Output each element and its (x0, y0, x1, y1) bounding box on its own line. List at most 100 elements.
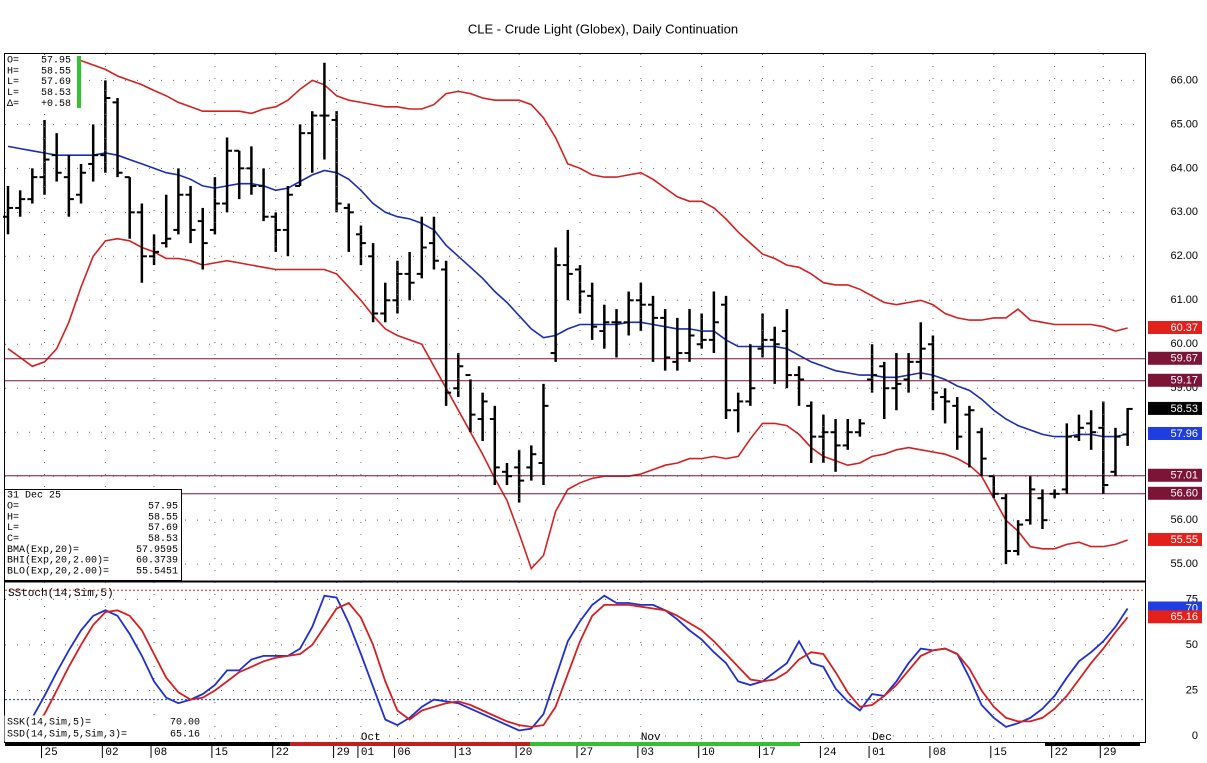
info-value: 65.16 (170, 730, 200, 741)
x-tick-label: 03 (641, 747, 654, 759)
quote-box (5, 55, 76, 109)
y-tick-label: 64.00 (1170, 162, 1198, 174)
price-label: 57.96 (1170, 428, 1198, 440)
info-value: 58.53 (148, 534, 178, 545)
price-label: 56.60 (1170, 488, 1198, 500)
info-label: H= (7, 512, 19, 523)
x-tick-label: 15 (215, 747, 228, 759)
x-tick-label: 22 (276, 747, 289, 759)
info-value: 57.95 (148, 502, 178, 513)
x-tick-label: 20 (519, 747, 532, 759)
info-date: 31 Dec 25 (7, 491, 61, 502)
quote-value: 57.69 (41, 77, 71, 88)
y-tick-label: 66.00 (1170, 74, 1198, 86)
overlay-line (80, 59, 1128, 332)
quote-label: L= (7, 77, 19, 88)
x-tick-label: 25 (45, 747, 58, 759)
y-tick-label: 65.00 (1170, 118, 1198, 130)
month-label: Nov (641, 732, 661, 744)
quote-value: 57.95 (41, 56, 71, 67)
price-label-box (1148, 468, 1202, 482)
price-label: 57.01 (1170, 470, 1198, 482)
quote-value: +0.58 (41, 99, 71, 110)
x-tick-label: 06 (397, 747, 410, 759)
price-label: 55.55 (1170, 534, 1198, 546)
info-value: 58.55 (148, 512, 178, 523)
x-tick-label: 22 (1055, 747, 1068, 759)
x-tick-label: 17 (763, 747, 776, 759)
overlay: 60.37 59.67 59.17 58.53 57.96 57.01 56.60 55.55… (4, 55, 1202, 742)
y-tick-label: 63.00 (1170, 206, 1198, 218)
y-tick-label: 61.00 (1170, 294, 1198, 306)
price-label-box (1148, 426, 1202, 440)
stoch-line (19, 594, 1129, 733)
session-band (1045, 742, 1140, 746)
x-tick-label: 27 (580, 747, 593, 759)
month-label: Oct (361, 732, 381, 744)
price-label: 60.37 (1170, 322, 1198, 334)
info-label: SSD(14,Sim,5,Sim,3)= (7, 729, 127, 741)
price-label: 58.53 (1170, 403, 1198, 415)
frame (4, 53, 1146, 743)
price-label: 65.16 (1170, 611, 1198, 623)
info-box (4, 489, 182, 581)
info-label: BMA(Exp,20)= (7, 544, 79, 556)
stoch-info-box (4, 715, 204, 742)
month-label: Dec (872, 732, 892, 744)
quote-label: L= (7, 88, 19, 99)
info-label: O= (7, 502, 19, 513)
x-tick-label: 15 (994, 747, 1007, 759)
info-label: L= (7, 523, 19, 534)
info-label: SSK(14,Sim,5)= (7, 717, 91, 729)
price-label-box (1148, 532, 1202, 546)
price-label: 59.17 (1170, 375, 1198, 387)
quote-label: H= (7, 66, 19, 77)
panel-title: SStoch(14,Sim,5) (8, 588, 114, 600)
price-label-box (1148, 351, 1202, 365)
overlay-line (7, 145, 1128, 438)
info-value: 60.3739 (136, 556, 178, 567)
info-label: BLO(Exp,20,2.00)= (7, 565, 109, 577)
y-tick-label: 56.00 (1170, 514, 1198, 526)
stoch-line (31, 601, 1129, 728)
x-tick-label: 08 (933, 747, 946, 759)
quote-label: O= (7, 56, 19, 67)
x-tick-label: 02 (105, 747, 118, 759)
info-value: 70.00 (170, 718, 200, 729)
session-band (530, 742, 800, 746)
plot-area: 55.0056.0057.0058.0059.0060.0061.0062.00… (3, 54, 1198, 759)
y-tick-label: 60.00 (1170, 338, 1198, 350)
y-tick-label: 25 (1186, 684, 1198, 696)
change-bar (77, 56, 81, 108)
x-tick-label: 01 (361, 747, 375, 759)
price-label: 59.67 (1170, 353, 1198, 365)
info-value: 55.5451 (136, 566, 178, 577)
price-label-box (1148, 486, 1202, 500)
overlay-line (7, 237, 1128, 571)
price-label-box (1148, 320, 1202, 334)
quote-value: 58.53 (41, 88, 71, 99)
info-value: 57.69 (148, 523, 178, 534)
y-tick-label: 50 (1186, 639, 1198, 651)
x-tick-label: 29 (337, 747, 350, 759)
session-band (5, 742, 290, 746)
info-label: BHI(Exp,20,2.00)= (7, 555, 109, 567)
price-label-box (1148, 373, 1202, 387)
quote-value: 58.55 (41, 66, 71, 77)
info-label: C= (7, 534, 19, 545)
quote-label: Δ= (7, 99, 19, 110)
chart-title: CLE - Crude Light (Globex), Daily Contin… (468, 21, 738, 36)
x-tick-label: 08 (154, 747, 167, 759)
x-tick-label: 29 (1103, 747, 1116, 759)
price-label-box (1148, 401, 1202, 415)
session-band (290, 742, 530, 746)
x-tick-label: 13 (458, 747, 471, 759)
y-tick-label: 62.00 (1170, 250, 1198, 262)
info-value: 57.9595 (136, 545, 178, 556)
x-tick-label: 24 (823, 747, 837, 759)
y-tick-label: 0 (1192, 730, 1198, 742)
y-tick-label: 55.00 (1170, 558, 1198, 570)
price-label-box (1148, 610, 1202, 624)
x-tick-label: 01 (872, 747, 886, 759)
